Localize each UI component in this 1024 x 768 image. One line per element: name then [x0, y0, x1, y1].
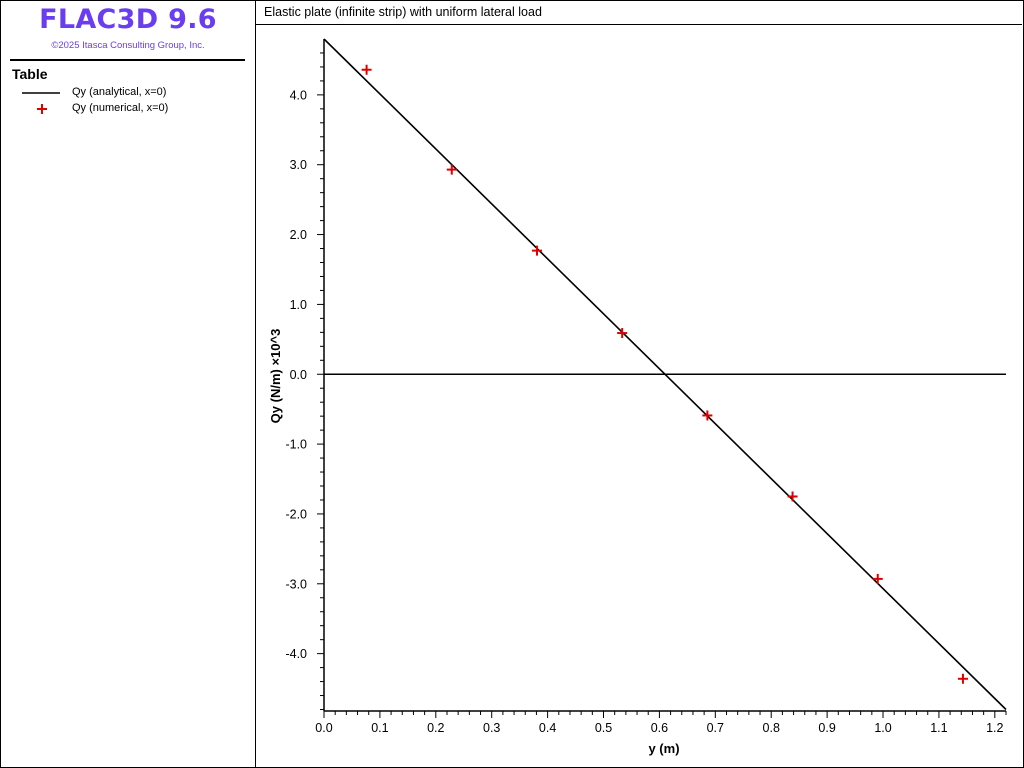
- y-tick-label: -3.0: [285, 577, 307, 591]
- y-tick-label: 1.0: [290, 298, 307, 312]
- data-point-marker: [702, 410, 713, 421]
- analytical-series-line: [323, 38, 1007, 711]
- legend-label: Qy (numerical, x=0): [72, 102, 169, 114]
- y-tick-label: -1.0: [285, 438, 307, 452]
- data-point-marker: [446, 164, 457, 175]
- plot-area[interactable]: 0.0 0.1 0.2 0.3 0.4 0.5 0.6 0.7 0.8 0.9 1.0 1.1 1.2 4…: [257, 26, 1022, 767]
- chart-title: Elastic plate (infinite strip) with unif…: [264, 5, 542, 19]
- copyright-text: ©2025 Itasca Consulting Group, Inc.: [51, 40, 205, 51]
- data-point-marker: [787, 491, 798, 502]
- x-tick-label: 1.1: [930, 721, 947, 735]
- y-axis-label: Qy (N/m) ×10^3: [268, 329, 283, 424]
- legend-label: Qy (analytical, x=0): [72, 86, 167, 98]
- x-tick-label: 0.8: [763, 721, 780, 735]
- x-tick-label: 1.2: [986, 721, 1003, 735]
- axes: 0.0 0.1 0.2 0.3 0.4 0.5 0.6 0.7 0.8 0.9 1.0 1.1 1.2 4…: [285, 39, 1007, 735]
- line-symbol-icon: [22, 92, 60, 94]
- x-axis-label: y (m): [648, 741, 679, 756]
- x-tick-label: 0.9: [818, 721, 835, 735]
- data-point-marker: [361, 64, 372, 75]
- plus-marker-icon: [37, 104, 47, 114]
- title-divider: [10, 59, 245, 61]
- series-layer: [323, 38, 1007, 711]
- x-tick-label: 0.2: [427, 721, 444, 735]
- data-point-marker: [957, 673, 968, 684]
- x-tick-label: 0.0: [315, 721, 332, 735]
- x-tick-label: 0.7: [707, 721, 724, 735]
- chart-header: Elastic plate (infinite strip) with unif…: [256, 0, 1022, 25]
- y-tick-label: -4.0: [285, 647, 307, 661]
- legend-title: Table: [12, 66, 48, 82]
- data-point-marker: [531, 245, 542, 256]
- y-tick-label: -2.0: [285, 507, 307, 521]
- legend-panel: FLAC3D 9.6 ©2025 Itasca Consulting Group…: [0, 0, 256, 768]
- x-tick-label: 0.5: [595, 721, 612, 735]
- x-tick-label: 0.6: [651, 721, 668, 735]
- y-tick-label: 2.0: [290, 228, 307, 242]
- x-tick-label: 0.1: [371, 721, 388, 735]
- app-title: FLAC3D 9.6: [39, 4, 217, 35]
- data-point-marker: [617, 328, 628, 339]
- y-tick-label: 4.0: [290, 88, 307, 102]
- numerical-series: [361, 64, 968, 684]
- y-tick-label: 0.0: [290, 368, 307, 382]
- y-tick-label: 3.0: [290, 158, 307, 172]
- data-point-marker: [872, 573, 883, 584]
- x-tick-label: 0.3: [483, 721, 500, 735]
- x-tick-label: 0.4: [539, 721, 556, 735]
- x-tick-label: 1.0: [874, 721, 891, 735]
- axis-labels: y (m) Qy (N/m) ×10^3: [268, 329, 680, 756]
